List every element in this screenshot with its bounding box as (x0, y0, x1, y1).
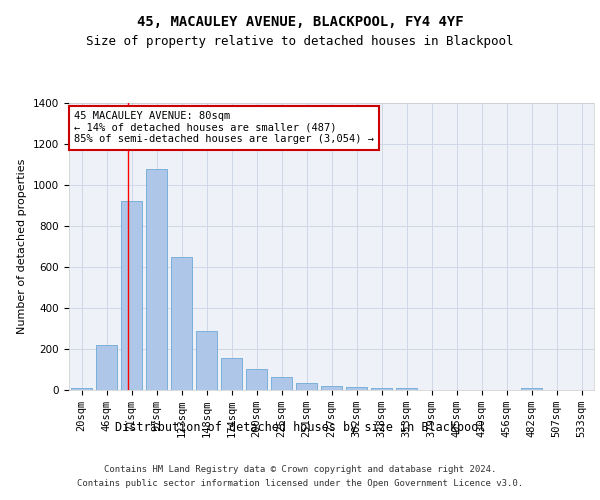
Bar (171, 256, 192, 390)
Bar (96, 345, 117, 390)
Bar (521, 388, 542, 390)
Text: 45, MACAULEY AVENUE, BLACKPOOL, FY4 4YF: 45, MACAULEY AVENUE, BLACKPOOL, FY4 4YF (137, 16, 463, 30)
Bar (121, 201, 142, 390)
Text: Contains HM Land Registry data © Crown copyright and database right 2024.: Contains HM Land Registry data © Crown c… (104, 464, 496, 473)
Bar (396, 388, 417, 390)
Bar (246, 370, 267, 390)
Bar (271, 376, 292, 390)
Bar (196, 332, 217, 390)
Bar (321, 386, 342, 390)
Bar (371, 388, 392, 390)
Bar (346, 387, 367, 390)
Bar (71, 388, 92, 390)
Text: Size of property relative to detached houses in Blackpool: Size of property relative to detached ho… (86, 34, 514, 48)
Bar (296, 383, 317, 390)
Bar (221, 358, 242, 390)
Y-axis label: Number of detached properties: Number of detached properties (17, 158, 28, 334)
Bar (146, 169, 167, 390)
Text: Contains public sector information licensed under the Open Government Licence v3: Contains public sector information licen… (77, 480, 523, 488)
Text: Distribution of detached houses by size in Blackpool: Distribution of detached houses by size … (115, 421, 485, 434)
Text: 45 MACAULEY AVENUE: 80sqm
← 14% of detached houses are smaller (487)
85% of semi: 45 MACAULEY AVENUE: 80sqm ← 14% of detac… (74, 111, 374, 144)
